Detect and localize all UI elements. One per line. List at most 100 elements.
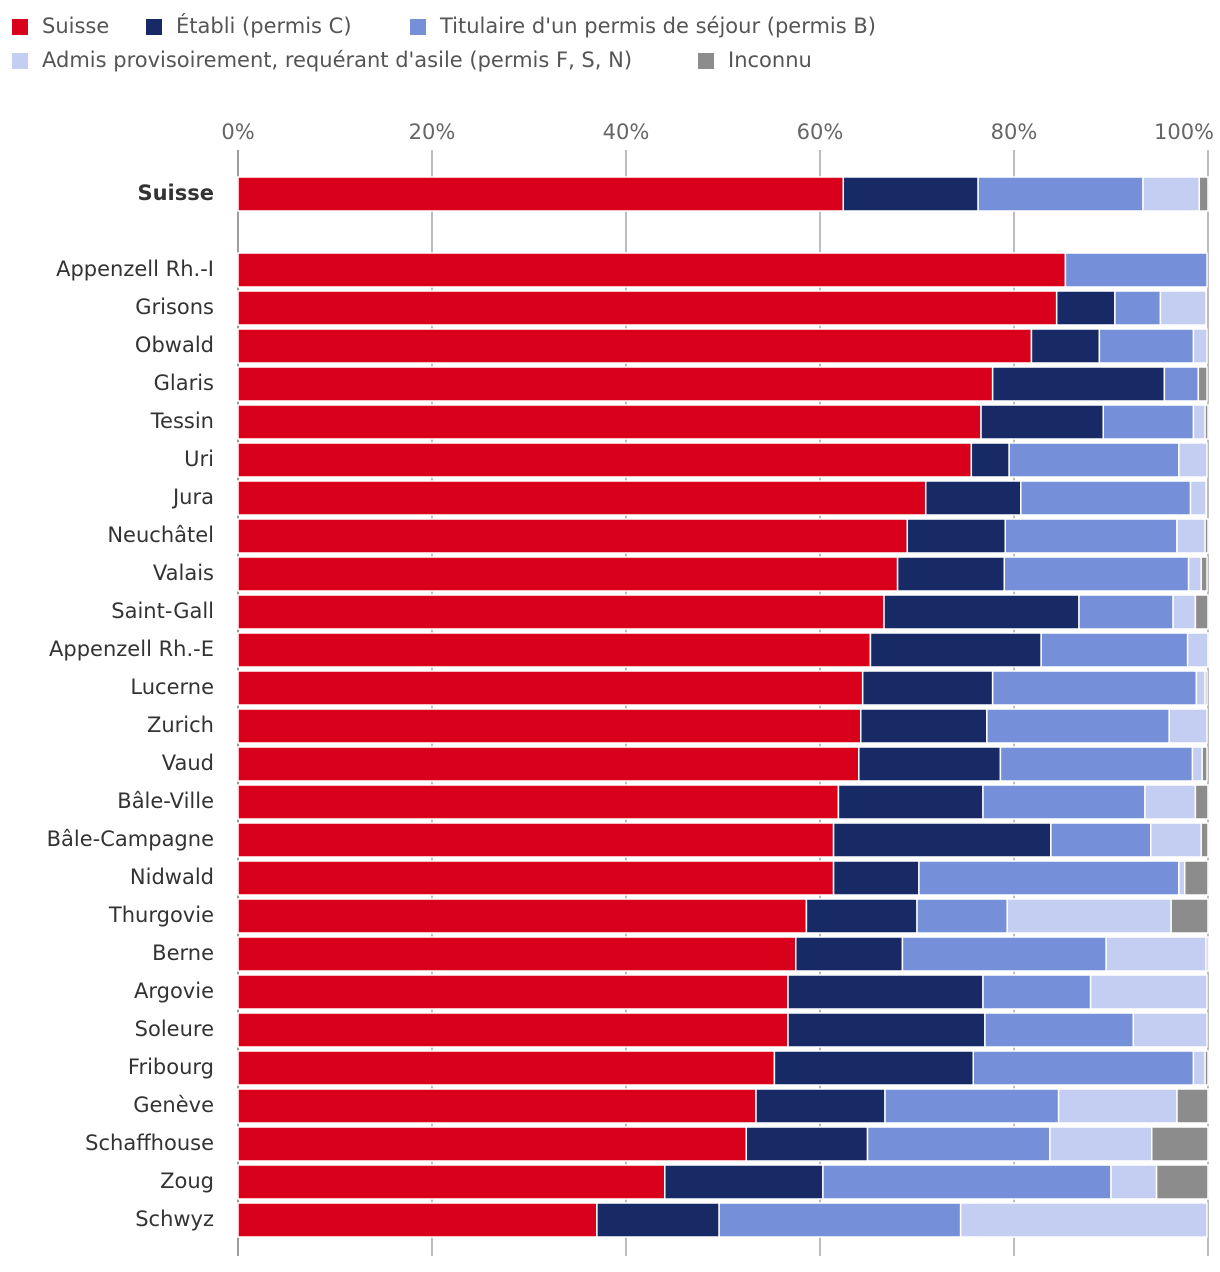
bar-segment [984,1012,1135,1048]
bar-segment [1004,518,1178,554]
bar-segment [1098,328,1195,364]
bar-segment [1200,822,1209,858]
bar-segment [1168,708,1208,744]
bar-segment [832,860,920,896]
bar-segment [972,1050,1195,1086]
bar-segment [1201,746,1208,782]
legend-swatch [12,19,28,35]
y-tick-label: Zurich [147,713,214,737]
bar-segment [1183,860,1209,896]
bar-segment [237,1088,757,1124]
x-tick-label: 100% [1154,120,1214,144]
bar-segment [1159,290,1207,326]
bar-segment [1186,632,1209,668]
bar-segment [237,290,1058,326]
bar-segment [1110,1164,1158,1200]
bar-segment [1204,404,1209,440]
bar-segment [999,746,1194,782]
y-tick-label: Nidwald [130,865,214,889]
bar-segment [237,594,885,630]
bar-segment [918,860,1180,896]
y-tick-label: Glaris [154,371,214,395]
bar-segment [861,670,994,706]
bar-segment [1192,328,1208,364]
y-tick-label: Schaffhouse [85,1131,214,1155]
bar-segment [1150,1126,1209,1162]
bar-segment [237,442,973,478]
bar-segment [1172,594,1197,630]
bar-segment [982,974,1092,1010]
bar-segment [883,594,1080,630]
bar-segment [1078,594,1174,630]
bar-segment [1114,290,1162,326]
bar-segment [664,1164,824,1200]
bar-segment [832,822,1052,858]
bar-segment [1089,974,1208,1010]
bar-segment [991,366,1166,402]
bar-segment [237,746,860,782]
bar-segment [795,936,904,972]
y-tick-label: Berne [152,941,214,965]
bar-segment [237,1012,789,1048]
bar-segment [237,328,1033,364]
bar-segment [1132,1012,1208,1048]
bar-segment [1064,252,1208,288]
bar-segment [237,936,797,972]
bar-segment [1192,404,1206,440]
y-tick-label: Suisse [137,181,214,205]
y-tick-label: Argovie [134,979,214,1003]
bar-segment [237,366,994,402]
bar-segment [1194,784,1209,820]
y-tick-label: Bâle-Ville [117,789,214,813]
bar-segment [842,176,979,212]
bar-segment [970,442,1010,478]
bar-segment [1191,746,1203,782]
x-tick-label: 40% [603,120,650,144]
legend-swatch [146,19,162,35]
y-tick-label: Saint-Gall [111,599,214,623]
bar-segment [858,746,1002,782]
bar-segment [869,632,1042,668]
bar-segment [1003,556,1190,592]
legend-swatch [12,53,28,69]
bar-segment [237,860,835,896]
legend-swatch [410,19,426,35]
bar-segment [237,404,982,440]
bar-segment [1170,898,1209,934]
bar-segment [237,784,840,820]
bar-segment [916,898,1008,934]
bar-segment [787,1012,986,1048]
bar-segment [906,518,1007,554]
y-tick-label: Fribourg [128,1055,214,1079]
bar-segment [237,822,835,858]
bar-segment [1020,480,1192,516]
bar-segment [1049,1126,1153,1162]
bar-segment [1030,328,1101,364]
bar-segment [237,480,927,516]
bar-segment [805,898,918,934]
bar-segment [1205,936,1209,972]
bar-segment [1178,860,1186,896]
bar-segment [1040,632,1189,668]
bar-segment [237,632,872,668]
legend-label: Suisse [42,14,109,38]
y-tick-label: Jura [171,485,214,509]
y-tick-label: Tessin [150,409,214,433]
legend-swatch [698,53,714,69]
bar-segment [237,252,1067,288]
bar-segment [596,1202,720,1238]
bar-segment [924,480,1022,516]
x-tick-label: 60% [797,120,844,144]
bar-segment [896,556,1006,592]
bar-segment [1155,1164,1209,1200]
y-tick-label: Neuchâtel [107,523,214,547]
bar-segment [1200,556,1208,592]
bar-segment [1150,822,1202,858]
bar-segment [1176,1088,1209,1124]
legend-label: Inconnu [728,48,812,72]
bar-segment [237,670,864,706]
bar-segment [1195,670,1206,706]
bar-segment [901,936,1107,972]
bar-segment [718,1202,962,1238]
